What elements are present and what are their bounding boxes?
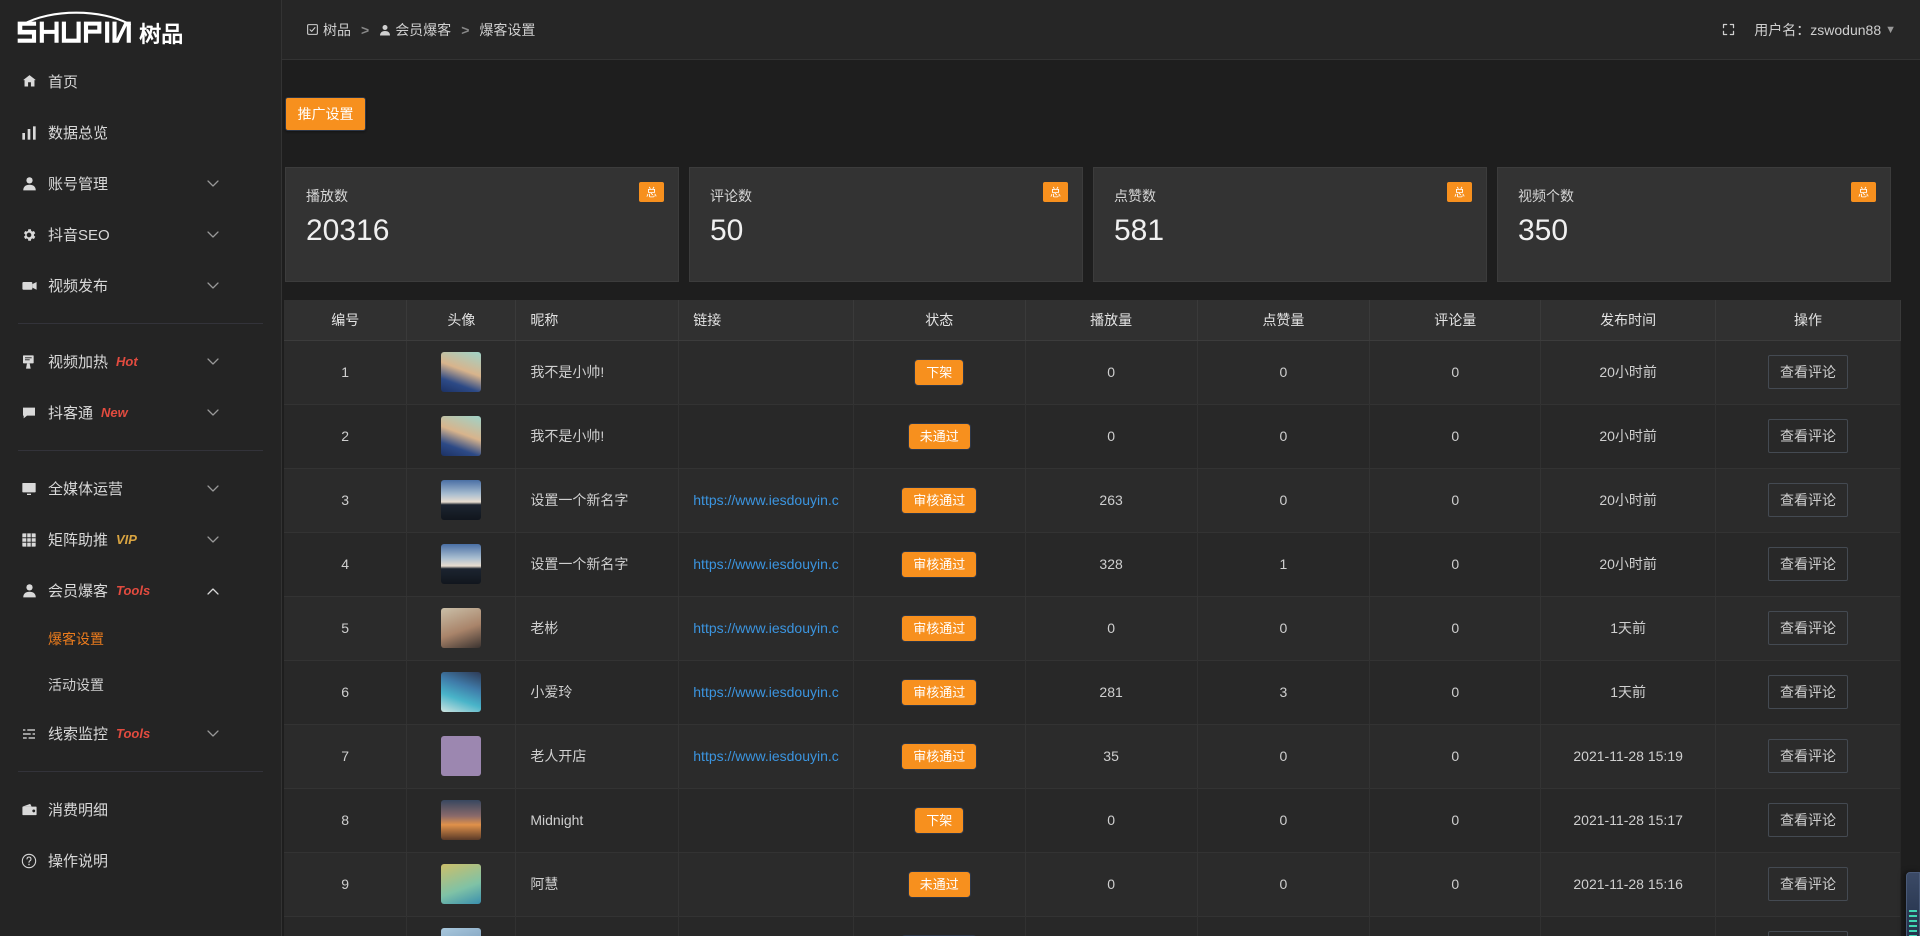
svg-text:树品: 树品 bbox=[139, 22, 183, 47]
